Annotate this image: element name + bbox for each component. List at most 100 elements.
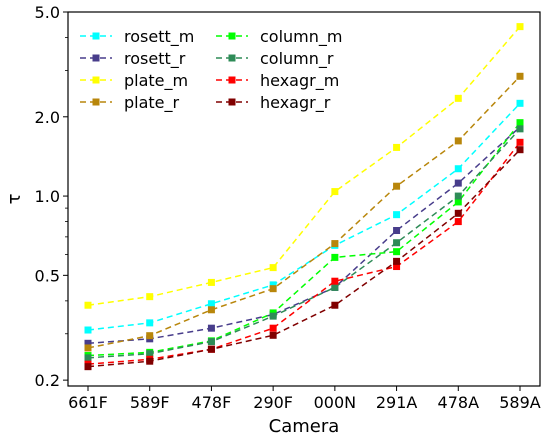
legend-item: hexagr_r <box>216 93 331 113</box>
data-point <box>516 72 524 80</box>
data-point <box>516 138 524 146</box>
data-point <box>207 345 215 353</box>
series-plate-r <box>84 72 524 352</box>
data-point <box>516 125 524 133</box>
y-axis: 0.2 0.5 1.0 2.0 5.0 <box>35 3 68 390</box>
legend-item: rosett_m <box>80 27 194 47</box>
y-tick-label: 5.0 <box>35 3 60 22</box>
data-point <box>393 211 401 219</box>
data-point <box>331 240 339 248</box>
x-tick-label: 589F <box>130 393 170 412</box>
data-point <box>516 23 524 31</box>
data-point <box>207 306 215 314</box>
x-tick-label: 291A <box>376 393 418 412</box>
series-rosett-r <box>84 123 524 347</box>
legend-swatch-marker <box>228 32 236 40</box>
data-point <box>393 143 401 151</box>
legend-swatch-marker <box>92 54 100 62</box>
legend-label: hexagr_r <box>260 93 331 113</box>
data-point <box>454 137 462 145</box>
series-line <box>87 26 521 306</box>
data-point <box>516 119 524 127</box>
data-point <box>146 357 154 365</box>
x-tick-label: 478A <box>438 393 480 412</box>
data-point <box>331 277 339 285</box>
series-line <box>87 75 521 349</box>
x-tick-label: 478F <box>192 393 232 412</box>
x-tick-label: 290F <box>253 393 293 412</box>
data-point <box>269 324 277 332</box>
legend-label: plate_r <box>124 93 180 113</box>
x-tick-label: 589A <box>499 393 541 412</box>
legend-swatch-marker <box>92 76 100 84</box>
plot-frame <box>67 11 541 387</box>
data-point <box>393 239 401 247</box>
legend-item: column_r <box>216 49 334 69</box>
data-point <box>454 209 462 217</box>
data-point <box>269 264 277 272</box>
y-tick-label: 1.0 <box>35 187 60 206</box>
x-tick-label: 000N <box>314 393 357 412</box>
legend-label: column_r <box>260 49 334 69</box>
series-plate-m <box>84 23 524 309</box>
data-point <box>84 301 92 309</box>
legend-item: rosett_r <box>80 49 186 69</box>
y-axis-label: τ <box>4 194 25 205</box>
legend-swatch-marker <box>228 76 236 84</box>
data-point <box>516 99 524 107</box>
x-tick-label: 661F <box>68 393 108 412</box>
data-point <box>393 257 401 265</box>
data-point <box>454 192 462 200</box>
data-point <box>146 293 154 301</box>
legend-swatch-marker <box>228 98 236 106</box>
data-point <box>454 165 462 173</box>
series-layer <box>84 23 524 371</box>
series-line <box>87 122 521 357</box>
data-point <box>84 354 92 362</box>
data-point <box>393 182 401 190</box>
data-point <box>207 300 215 308</box>
data-point <box>269 312 277 320</box>
legend-label: column_m <box>260 27 342 47</box>
x-axis: 661F 589F 478F 290F 000N 291A 478A 589A <box>68 386 541 412</box>
data-point <box>454 218 462 226</box>
legend-swatch-marker <box>228 54 236 62</box>
data-point <box>393 263 401 271</box>
data-point <box>454 198 462 206</box>
legend-swatch-marker <box>92 32 100 40</box>
series-line <box>87 126 521 345</box>
data-point <box>331 301 339 309</box>
data-point <box>454 94 462 102</box>
data-point <box>269 331 277 339</box>
data-point <box>393 248 401 256</box>
y-tick-label: 2.0 <box>35 108 60 127</box>
data-point <box>207 338 215 346</box>
data-point <box>84 339 92 347</box>
data-point <box>393 227 401 235</box>
legend-item: column_m <box>216 27 342 47</box>
series-hexagr-r <box>84 146 524 371</box>
data-point <box>454 179 462 187</box>
series-column-r <box>84 125 524 362</box>
series-line <box>87 128 521 359</box>
series-line <box>87 102 521 331</box>
data-point <box>269 285 277 293</box>
legend-item: plate_m <box>80 71 188 91</box>
data-point <box>516 146 524 154</box>
data-point <box>331 283 339 291</box>
data-point <box>84 363 92 371</box>
legend-item: hexagr_m <box>216 71 339 91</box>
legend-label: rosett_r <box>124 49 186 69</box>
legend-label: hexagr_m <box>260 71 339 91</box>
y-tick-label: 0.5 <box>35 266 60 285</box>
legend-swatch-marker <box>92 98 100 106</box>
data-point <box>331 188 339 196</box>
data-point <box>146 332 154 340</box>
x-axis-label: Camera <box>269 416 340 437</box>
data-point <box>207 324 215 332</box>
data-point <box>84 326 92 334</box>
legend-label: plate_m <box>124 71 188 91</box>
